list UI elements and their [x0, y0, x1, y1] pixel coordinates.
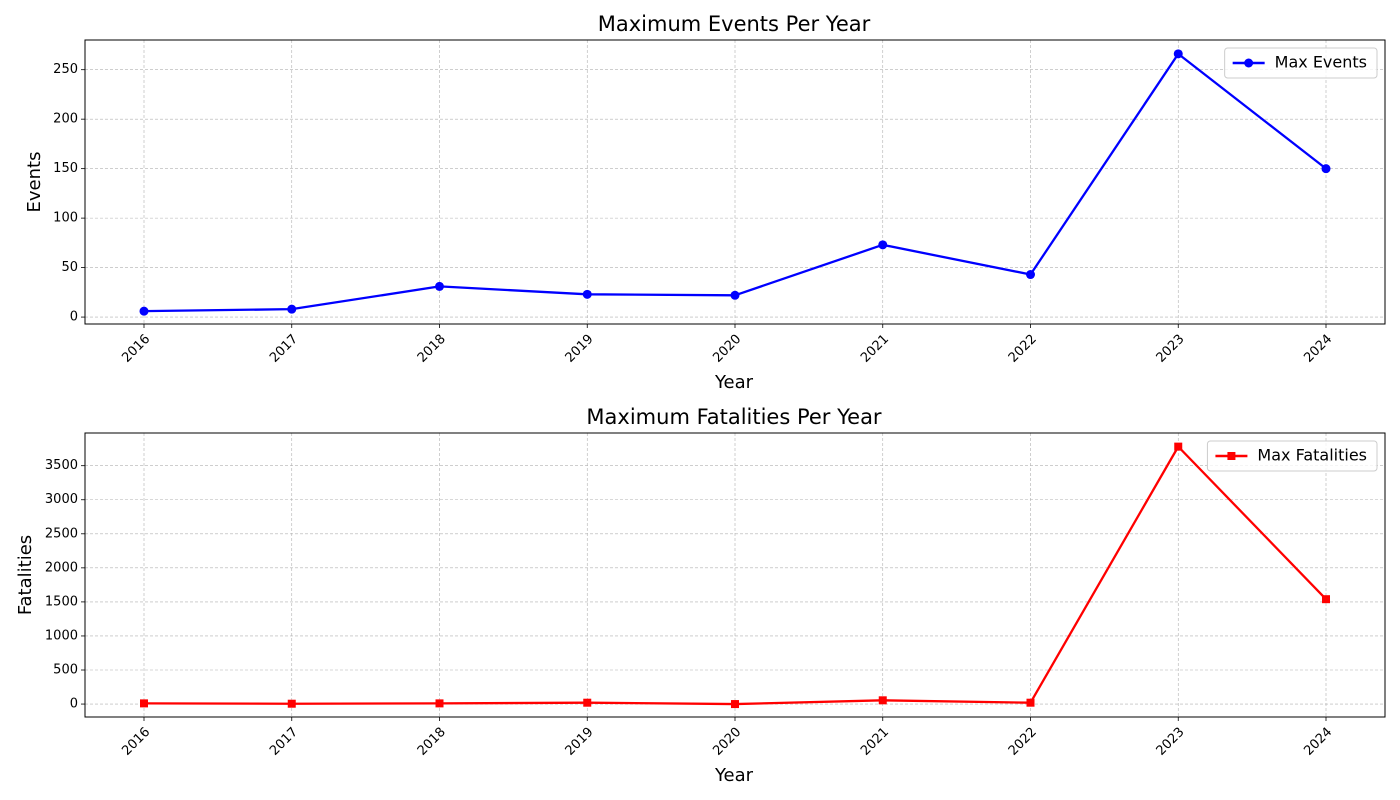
y-tick-label: 1000	[45, 628, 78, 643]
legend-label: Max Events	[1275, 53, 1367, 72]
data-point	[287, 699, 296, 708]
x-tick-label: 2019	[563, 332, 597, 366]
data-point	[1321, 164, 1331, 174]
data-point	[731, 700, 739, 709]
x-tick-label: 2024	[1301, 332, 1335, 366]
x-axis-ticks: 2016 2017 2018 2019 2020 2021 2022 2023 2024	[119, 324, 1335, 366]
events-chart: Maximum Events Per Year 2016 2017 2018 2019…	[24, 12, 1386, 393]
y-tick-label: 100	[53, 211, 78, 226]
legend-marker-square	[1227, 452, 1236, 460]
x-tick-label: 2017	[267, 725, 301, 759]
data-point	[287, 304, 297, 314]
y-tick-label: 200	[53, 112, 78, 127]
x-axis-label: Year	[714, 765, 754, 786]
y-tick-label: 1500	[45, 594, 78, 609]
x-tick-label: 2024	[1301, 725, 1335, 759]
x-tick-label: 2020	[710, 332, 744, 366]
y-tick-label: 0	[70, 310, 78, 325]
data-point	[435, 699, 444, 708]
legend-box	[1224, 47, 1378, 79]
x-tick-label: 2020	[710, 725, 744, 759]
data-point	[1026, 698, 1035, 707]
x-tick-label: 2016	[119, 332, 153, 366]
grid	[85, 433, 1385, 717]
x-axis-label: Year	[714, 372, 754, 393]
chart-title: Maximum Fatalities Per Year	[586, 405, 882, 429]
data-point	[1322, 595, 1330, 604]
x-tick-label: 2019	[563, 725, 597, 759]
y-tick-label: 2000	[45, 560, 78, 575]
legend-box	[1206, 440, 1378, 472]
data-point	[435, 281, 444, 291]
fatalities-chart: Maximum Fatalities Per Year 2016 2017 2018…	[15, 405, 1386, 786]
x-tick-label: 2022	[1006, 725, 1040, 759]
y-tick-label: 150	[53, 161, 78, 176]
legend: Max Events	[1224, 47, 1378, 79]
y-axis-label: Fatalities	[15, 535, 36, 615]
y-axis-ticks: 0 500 1000 1500 2000 2500 3000 3500	[45, 458, 85, 712]
data-point	[1173, 49, 1183, 59]
x-tick-label: 2023	[1154, 332, 1188, 366]
y-axis-label: Events	[24, 152, 45, 213]
y-tick-label: 3500	[45, 458, 78, 473]
y-tick-label: 250	[53, 62, 78, 77]
legend-label: Max Fatalities	[1257, 446, 1367, 465]
x-axis-ticks: 2016 2017 2018 2019 2020 2021 2022 2023 2024	[119, 717, 1335, 759]
data-point	[878, 240, 888, 250]
y-tick-label: 2500	[45, 526, 78, 541]
legend-marker-circle	[1244, 58, 1254, 68]
data-point	[139, 306, 149, 316]
data-point	[582, 289, 592, 299]
series-layer	[140, 442, 1330, 709]
x-tick-label: 2018	[415, 332, 449, 366]
x-tick-label: 2017	[267, 332, 301, 366]
series-layer	[139, 49, 1331, 316]
y-tick-label: 3000	[45, 492, 78, 507]
data-point	[1174, 442, 1183, 451]
y-tick-label: 0	[70, 697, 78, 712]
x-tick-label: 2018	[415, 725, 449, 759]
y-tick-label: 50	[61, 260, 78, 275]
grid	[85, 40, 1385, 324]
legend-marker	[1227, 452, 1236, 460]
x-tick-label: 2022	[1006, 332, 1040, 366]
x-tick-label: 2016	[119, 725, 153, 759]
data-point	[583, 698, 592, 707]
chart-title: Maximum Events Per Year	[598, 12, 871, 36]
legend: Max Fatalities	[1206, 440, 1378, 472]
data-point	[140, 699, 148, 708]
y-axis-ticks: 0 50 100 150 200 250	[53, 62, 85, 325]
x-tick-label: 2021	[858, 332, 892, 366]
data-point	[878, 696, 887, 705]
y-tick-label: 500	[53, 663, 78, 678]
x-tick-label: 2021	[858, 725, 892, 759]
data-point	[730, 290, 740, 300]
x-tick-label: 2023	[1154, 725, 1188, 759]
legend-marker	[1244, 58, 1254, 68]
data-point	[1026, 270, 1035, 280]
